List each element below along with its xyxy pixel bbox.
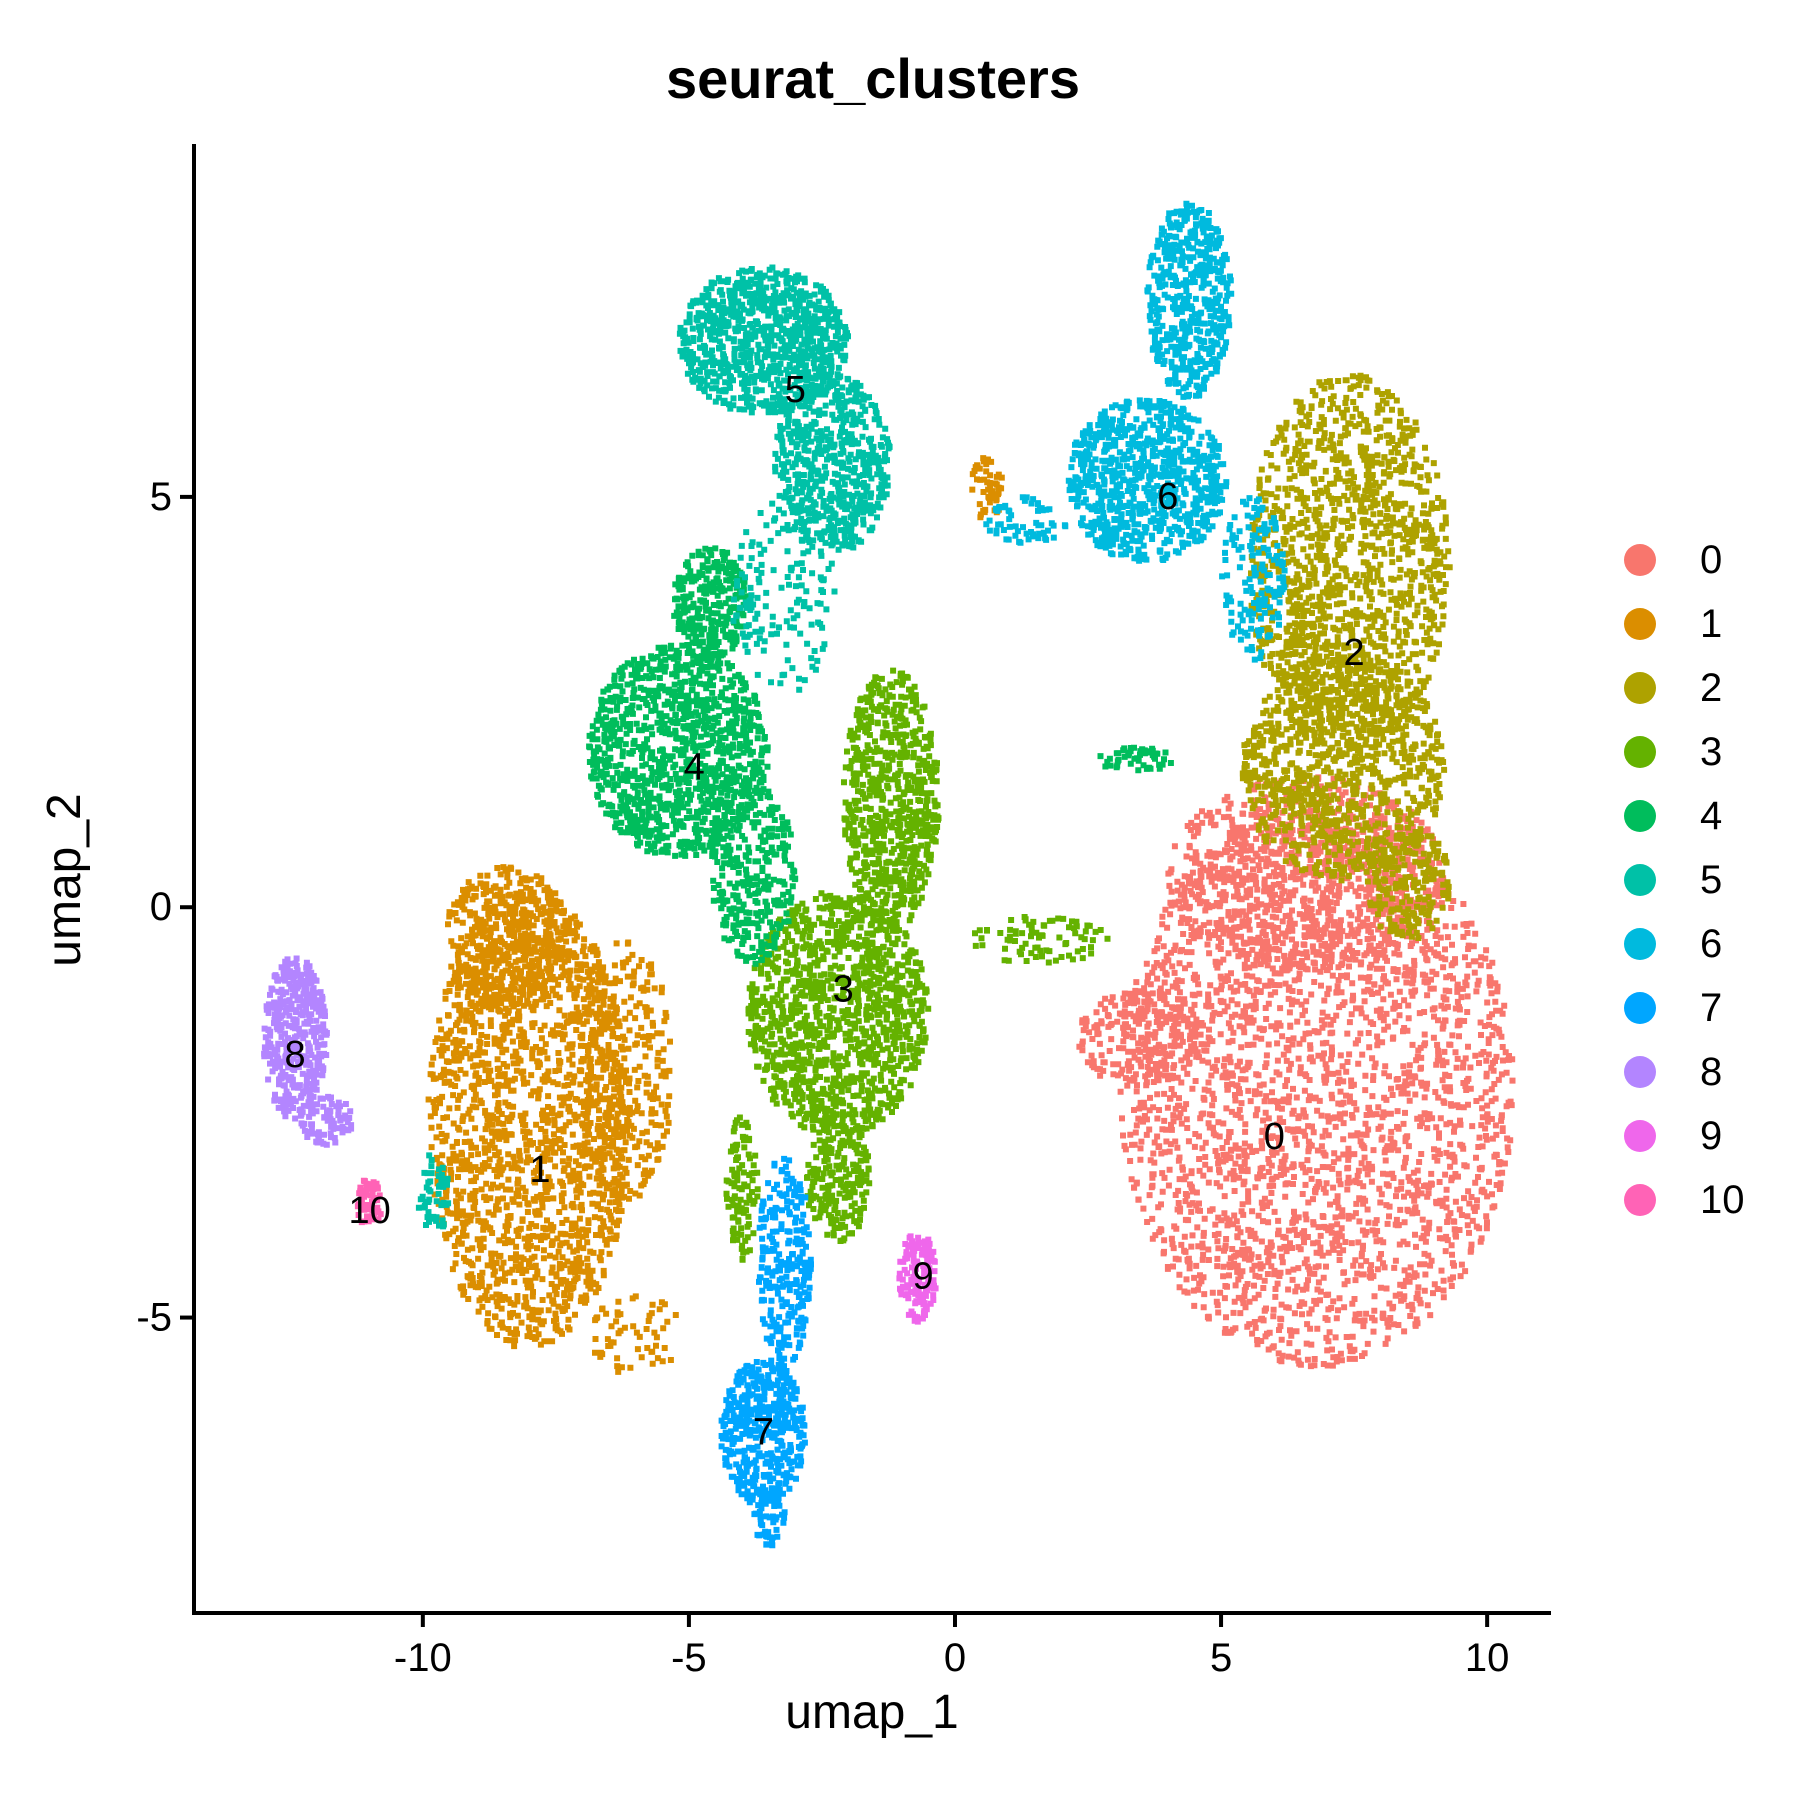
cluster-6-label: 6 xyxy=(1157,476,1178,518)
legend-item-3: 3 xyxy=(1624,730,1722,774)
cluster-3-points xyxy=(723,667,1111,1263)
cluster-labels: 0 1 2 3 4 5 6 7 8 9 10 xyxy=(285,369,1365,1453)
cluster-7-points xyxy=(718,1155,814,1549)
legend-swatch xyxy=(1624,928,1656,960)
legend-label: 1 xyxy=(1700,602,1722,646)
legend-swatch xyxy=(1624,672,1656,704)
legend-item-6: 6 xyxy=(1624,922,1722,966)
legend-swatch xyxy=(1624,1056,1656,1088)
cluster-2-points xyxy=(1239,372,1453,941)
y-axis-ticks: -5 0 5 xyxy=(136,475,194,1340)
cluster-5-label: 5 xyxy=(785,369,806,411)
legend-swatch xyxy=(1624,992,1656,1024)
legend-label: 7 xyxy=(1700,986,1722,1030)
cluster-4-label: 4 xyxy=(684,747,705,789)
legend-item-2: 2 xyxy=(1624,666,1722,710)
legend-item-4: 4 xyxy=(1624,794,1722,838)
scatter-points xyxy=(261,200,1516,1549)
x-tick-label: 10 xyxy=(1465,1636,1510,1680)
chart-title: seurat_clusters xyxy=(666,47,1080,110)
legend-item-5: 5 xyxy=(1624,858,1722,902)
cluster-4-points xyxy=(586,545,1174,967)
cluster-7-label: 7 xyxy=(753,1411,774,1453)
legend-item-7: 7 xyxy=(1624,986,1722,1030)
legend-label: 8 xyxy=(1700,1050,1722,1094)
x-tick-label: 0 xyxy=(944,1636,966,1680)
x-axis-label: umap_1 xyxy=(785,1686,958,1739)
legend-item-9: 9 xyxy=(1624,1114,1722,1158)
legend-swatch xyxy=(1624,800,1656,832)
legend-swatch xyxy=(1624,1120,1656,1152)
legend-item-0: 0 xyxy=(1624,538,1722,582)
cluster-6-points xyxy=(983,200,1288,663)
x-tick-label: -10 xyxy=(394,1636,452,1680)
legend-item-1: 1 xyxy=(1624,602,1722,646)
x-tick-label: 5 xyxy=(1210,1636,1232,1680)
legend-swatch xyxy=(1624,864,1656,896)
cluster-9-points xyxy=(896,1233,939,1325)
y-tick-label: 5 xyxy=(150,475,172,519)
y-tick-label: -5 xyxy=(136,1296,172,1340)
cluster-1-points xyxy=(425,455,1005,1375)
legend-swatch xyxy=(1624,736,1656,768)
legend-label: 5 xyxy=(1700,858,1722,902)
legend-label: 9 xyxy=(1700,1114,1722,1158)
legend-swatch xyxy=(1624,544,1656,576)
cluster-8-points xyxy=(261,955,355,1148)
legend-item-8: 8 xyxy=(1624,1050,1722,1094)
legend-label: 3 xyxy=(1700,730,1722,774)
legend-label: 6 xyxy=(1700,922,1722,966)
cluster-5-points xyxy=(415,264,893,1230)
legend-swatch xyxy=(1624,1184,1656,1216)
legend-item-10: 10 xyxy=(1624,1178,1745,1222)
legend-swatch xyxy=(1624,608,1656,640)
legend-label: 10 xyxy=(1700,1178,1745,1222)
y-tick-label: 0 xyxy=(150,885,172,929)
legend-label: 0 xyxy=(1700,538,1722,582)
cluster-10-points xyxy=(354,1177,384,1226)
cluster-3-label: 3 xyxy=(833,968,854,1010)
y-axis-label: umap_2 xyxy=(38,793,91,966)
legend-label: 2 xyxy=(1700,666,1722,710)
cluster-2-label: 2 xyxy=(1344,632,1365,674)
cluster-0-label: 0 xyxy=(1264,1116,1285,1158)
legend-label: 4 xyxy=(1700,794,1722,838)
cluster-0-points xyxy=(1076,774,1516,1370)
legend: 0 1 2 3 4 5 6 7 8 9 10 xyxy=(1624,538,1745,1222)
x-axis-ticks: -10 -5 0 5 10 xyxy=(394,1613,1509,1680)
cluster-9-label: 9 xyxy=(912,1256,933,1298)
axes: -10 -5 0 5 10 -505 xyxy=(136,144,1551,1680)
cluster-10-label: 10 xyxy=(348,1190,390,1232)
cluster-1-label: 1 xyxy=(529,1149,550,1191)
cluster-8-label: 8 xyxy=(285,1034,306,1076)
x-tick-label: -5 xyxy=(671,1636,707,1680)
